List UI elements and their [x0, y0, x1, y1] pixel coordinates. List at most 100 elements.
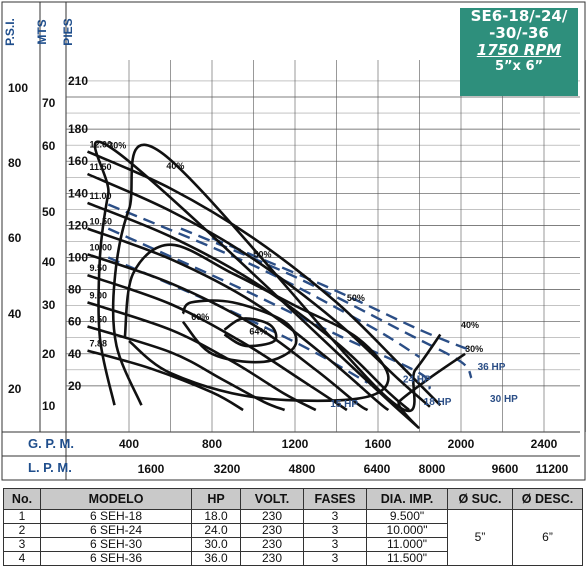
impeller-curve [86, 172, 431, 408]
cell-no: 1 [3, 509, 41, 524]
cell-modelo: 6 SEH-18 [40, 509, 192, 524]
impeller-curve [87, 325, 286, 412]
pies-tick-label: 180 [68, 122, 88, 136]
cell-fases: 3 [303, 523, 367, 538]
impeller-label: 9.00 [90, 290, 108, 300]
col-volt: VOLT. [240, 488, 304, 510]
cell-modelo: 6 SEH-36 [40, 551, 192, 566]
gpm-tick-label: 1200 [282, 437, 309, 451]
cell-volt: 230 [240, 537, 304, 552]
hp-label: 30 HP [490, 394, 518, 405]
cell-modelo: 6 SEH-30 [40, 537, 192, 552]
pies-tick-label: 210 [68, 74, 88, 88]
table-header-row: No. MODELO HP VOLT. FASES DIA. IMP. Ø SU… [3, 488, 583, 510]
cell-fases: 3 [303, 537, 367, 552]
mts-tick-label: 30 [42, 298, 56, 312]
chart-title-box: SE6-18/-24/ -30/-36 1750 RPM 5”x 6” [460, 8, 578, 96]
impeller-label: 11.00 [90, 191, 112, 201]
table-row: 4 6 SEH-36 36.0 230 3 11.500" [3, 551, 583, 566]
pies-tick-label: 160 [68, 154, 88, 168]
mts-tick-label: 20 [42, 347, 56, 361]
efficiency-label: 50% [254, 250, 272, 260]
impeller-label: 10.00 [90, 242, 113, 252]
impeller-curve [87, 253, 369, 412]
lpm-tick-label: 6400 [364, 462, 391, 476]
mts-tick-label: 50 [42, 205, 56, 219]
cell-hp: 18.0 [191, 509, 241, 524]
cell-no: 3 [3, 537, 41, 552]
gpm-tick-label: 1600 [365, 437, 392, 451]
hp-line [107, 203, 421, 359]
lpm-tick-label: 3200 [214, 462, 241, 476]
col-suc: Ø SUC. [447, 488, 513, 510]
impeller-label: 8.50 [90, 315, 108, 325]
hp-line [211, 237, 472, 352]
efficiency-label: 60% [191, 312, 209, 322]
pies-tick-label: 120 [68, 218, 88, 232]
col-modelo: MODELO [40, 488, 192, 510]
gpm-tick-label: 800 [202, 437, 222, 451]
cell-suction: 5” [447, 509, 513, 566]
gpm-tick-label: 400 [119, 437, 139, 451]
lpm-tick-label: 9600 [492, 462, 519, 476]
title-line-rpm: 1750 RPM [476, 41, 562, 59]
col-desc: Ø DESC. [512, 488, 583, 510]
pies-tick-label: 140 [68, 186, 88, 200]
psi-tick-label: 60 [8, 231, 22, 245]
axis-title-pies: PIES [61, 18, 75, 45]
table-row: 3 6 SEH-30 30.0 230 3 11.000" [3, 537, 583, 552]
impeller-curve [87, 273, 348, 412]
cell-hp: 36.0 [191, 551, 241, 566]
impeller-label: 11.50 [90, 162, 112, 172]
hp-label: 15 HP [330, 399, 358, 410]
chart-frame [1, 1, 586, 481]
impeller-curve [87, 349, 244, 412]
efficiency-label: 50% [347, 293, 365, 303]
mts-tick-label: 10 [42, 399, 56, 413]
title-line-1: SE6-18/-24/ [470, 7, 568, 25]
pies-tick-label: 40 [68, 347, 82, 361]
col-hp: HP [191, 488, 241, 510]
impeller-curve [87, 301, 317, 412]
hp-label: 36 HP [478, 362, 506, 373]
table-row: 1 6 SEH-18 18.0 230 3 9.500" 5” 6” [3, 509, 583, 566]
gpm-tick-label: 2000 [448, 437, 475, 451]
mts-tick-label: 60 [42, 139, 56, 153]
impeller-curve [87, 227, 390, 412]
mts-tick-label: 40 [42, 255, 56, 269]
impeller-label: 7.88 [90, 339, 108, 349]
cell-volt: 230 [240, 523, 304, 538]
hp-line [180, 227, 473, 379]
impeller-curve [86, 150, 442, 407]
axis-title-psi: P.S.I. [3, 18, 17, 46]
cell-dia-imp: 11.500" [366, 551, 448, 566]
psi-tick-label: 20 [8, 382, 22, 396]
cell-volt: 230 [240, 509, 304, 524]
cell-hp: 30.0 [191, 537, 241, 552]
efficiency-label: 64% [249, 327, 267, 337]
cell-dia-imp: 10.000" [366, 523, 448, 538]
gpm-axis-title: G. P. M. [28, 436, 74, 451]
pies-tick-label: 20 [68, 379, 82, 393]
cell-hp: 24.0 [191, 523, 241, 538]
lpm-tick-label: 11200 [536, 462, 569, 476]
psi-tick-label: 40 [8, 307, 22, 321]
lpm-tick-label: 8000 [419, 462, 446, 476]
psi-tick-label: 80 [8, 156, 22, 170]
impeller-curve [87, 201, 410, 411]
cell-no: 2 [3, 523, 41, 538]
gpm-tick-label: 2400 [531, 437, 558, 451]
title-line-size: 5”x 6” [494, 59, 544, 74]
pies-tick-label: 80 [68, 283, 82, 297]
model-spec-table: No. MODELO HP VOLT. FASES DIA. IMP. Ø SU… [3, 488, 583, 566]
impeller-label: 9.50 [90, 263, 108, 273]
cell-dia-imp: 9.500" [366, 509, 448, 524]
title-line-2: -30/-36 [489, 24, 549, 42]
cell-discharge: 6” [512, 509, 583, 566]
lpm-tick-label: 1600 [138, 462, 165, 476]
efficiency-label: 40% [461, 320, 479, 330]
efficiency-curve [123, 243, 390, 403]
pies-tick-label: 100 [68, 251, 88, 265]
cell-modelo: 6 SEH-24 [40, 523, 192, 538]
lpm-axis-title: L. P. M. [28, 460, 72, 475]
